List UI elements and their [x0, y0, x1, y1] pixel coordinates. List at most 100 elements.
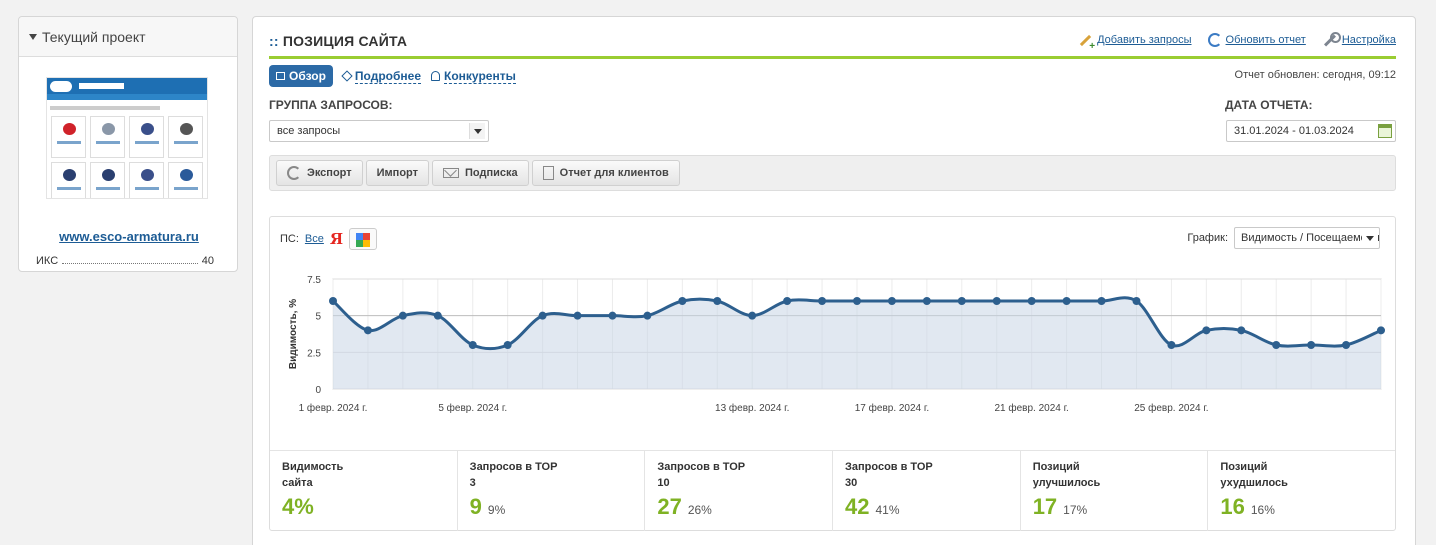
add-queries-link[interactable]: Добавить запросы	[1077, 32, 1191, 52]
ps-label: ПС:	[280, 233, 299, 245]
ps-all-link[interactable]: Все	[304, 233, 324, 245]
stat-value: 17	[1032, 494, 1058, 519]
data-point	[1062, 297, 1071, 305]
stat-value: 16	[1220, 494, 1245, 519]
visibility-chart: 0 2.5 5 7.5 1 февр. 2024 г. 5 февр. 2024 г. 13…	[288, 275, 1385, 414]
refresh-report-link[interactable]: Обновить отчет	[1207, 32, 1306, 48]
window-icon	[276, 72, 285, 80]
x-tick-label: 13 февр. 2024 г.	[715, 402, 789, 414]
y-tick-label: 7.5	[307, 275, 321, 286]
data-point	[1272, 341, 1281, 349]
report-updated-text: Отчет обновлен: сегодня, 09:12	[1234, 69, 1396, 81]
wrench-icon	[1322, 32, 1341, 48]
data-point	[398, 311, 407, 320]
dropdown-arrow-icon	[469, 123, 485, 139]
project-site-link[interactable]: www.esco-armatura.ru	[59, 229, 199, 244]
tab-competitors[interactable]: Конкуренты	[431, 69, 516, 84]
x-tick-label: 25 февр. 2024 г.	[1134, 402, 1208, 414]
graph-type-filter: График: Видимость / Посещаемость	[1187, 227, 1380, 249]
data-point	[1377, 326, 1385, 335]
data-point	[1167, 341, 1176, 349]
y-axis-label: Видимость, %	[288, 299, 299, 369]
query-group-label: ГРУППА ЗАПРОСОВ:	[269, 98, 393, 112]
series-area	[333, 297, 1381, 389]
y-tick-label: 0	[315, 385, 321, 396]
caret-down-icon	[29, 33, 37, 40]
export-icon	[287, 166, 301, 180]
data-point	[1307, 341, 1316, 349]
import-button[interactable]: Импорт	[365, 160, 430, 186]
stats-row: Видимость сайта 4% Запросов в ТОР 3 9 9% …	[270, 450, 1395, 531]
data-point	[608, 311, 617, 320]
mail-icon	[443, 168, 460, 178]
site-position-panel: :: ПОЗИЦИЯ САЙТА Добавить запросы Обнови…	[252, 16, 1416, 545]
tab-overview[interactable]: Обзор	[269, 65, 333, 87]
stat-top10: Запросов в ТОР 10 27 26%	[645, 451, 834, 531]
stat-value: 42	[845, 494, 870, 519]
client-report-button[interactable]: Отчет для клиентов	[531, 160, 680, 186]
stat-percent: 17%	[1063, 503, 1088, 517]
data-point	[503, 341, 512, 349]
add-pencil-icon	[1077, 32, 1095, 52]
data-point	[363, 326, 372, 335]
data-point	[853, 297, 861, 305]
stat-percent: 26%	[687, 503, 712, 517]
dropdown-arrow-icon	[1362, 230, 1378, 246]
export-button[interactable]: Экспорт	[276, 160, 363, 186]
calendar-icon[interactable]	[1378, 124, 1392, 138]
stat-value: 9	[469, 494, 482, 519]
data-point	[748, 311, 757, 320]
data-point	[887, 297, 896, 305]
stat-percent: 41%	[875, 503, 900, 517]
refresh-icon	[1207, 33, 1222, 47]
settings-link[interactable]: Настройка	[1322, 32, 1396, 48]
data-point	[922, 297, 931, 305]
data-point	[573, 311, 582, 320]
x-tick-label: 5 февр. 2024 г.	[438, 402, 507, 414]
google-icon[interactable]	[349, 228, 378, 250]
title-divider	[269, 56, 1396, 59]
page-title: :: ПОЗИЦИЯ САЙТА	[269, 33, 408, 49]
y-tick-label: 5	[315, 312, 321, 323]
report-tabs: Обзор Подробнее Конкуренты	[269, 65, 516, 87]
document-icon	[542, 166, 554, 180]
stat-percent: 9%	[487, 503, 506, 517]
iks-row: ИКС 40	[36, 255, 214, 267]
query-group-select[interactable]: все запросы	[269, 120, 489, 142]
data-point	[783, 297, 792, 305]
stat-improved: Позиций улучшилось 17 17%	[1021, 451, 1209, 531]
current-project-header[interactable]: Текущий проект	[19, 17, 237, 57]
stat-top30: Запросов в ТОР 30 42 41%	[833, 451, 1021, 531]
iks-label: ИКС	[36, 255, 59, 267]
report-toolbar: Экспорт Импорт Подписка Отчет для клиент…	[269, 155, 1396, 191]
tab-details[interactable]: Подробнее	[341, 69, 422, 84]
stat-top3: Запросов в ТОР 3 9 9%	[458, 451, 646, 531]
data-point	[1237, 326, 1246, 335]
stat-visibility: Видимость сайта 4%	[270, 451, 458, 531]
yandex-icon[interactable]: Я	[329, 230, 344, 248]
data-point	[1132, 297, 1141, 305]
data-point	[1342, 341, 1351, 349]
report-date-label: ДАТА ОТЧЕТА:	[1225, 98, 1313, 112]
site-thumbnail[interactable]	[46, 77, 208, 199]
diamond-icon	[341, 70, 353, 82]
graph-label: График:	[1187, 232, 1228, 244]
stat-value: 27	[657, 494, 682, 519]
data-point	[468, 341, 477, 349]
subscribe-button[interactable]: Подписка	[432, 160, 529, 186]
data-point	[1097, 297, 1106, 305]
data-point	[1202, 326, 1211, 335]
chart-box: ПС: Все Я График: Видимость / Посещаемос…	[269, 216, 1396, 531]
data-point	[643, 311, 652, 320]
data-point	[329, 297, 337, 305]
y-tick-label: 2.5	[307, 348, 321, 359]
x-tick-label: 21 февр. 2024 г.	[994, 402, 1068, 414]
graph-type-select[interactable]: Видимость / Посещаемость	[1234, 227, 1380, 249]
x-tick-label: 17 февр. 2024 г.	[855, 402, 929, 414]
report-date-input[interactable]: 31.01.2024 - 01.03.2024	[1226, 120, 1396, 142]
x-tick-label: 1 февр. 2024 г.	[299, 402, 368, 414]
stat-worsened: Позиций ухудшилось 16 16%	[1220, 461, 1288, 519]
stat-value: 4%	[282, 494, 314, 519]
stat-percent: 16%	[1250, 503, 1275, 517]
search-engine-filter: ПС: Все Я	[280, 228, 378, 250]
